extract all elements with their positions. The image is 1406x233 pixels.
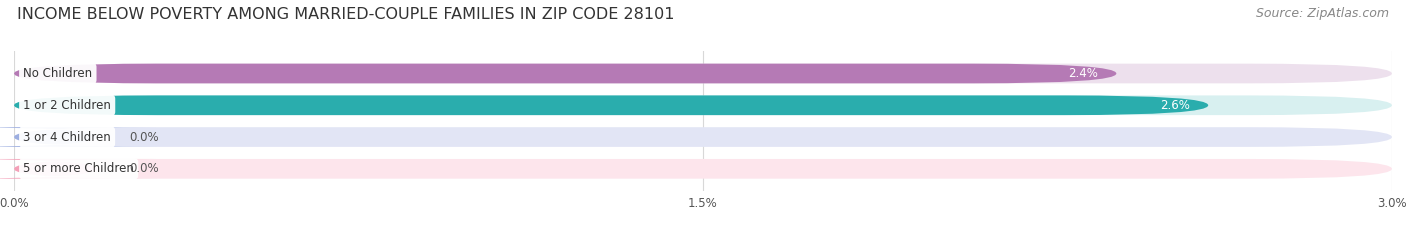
- Text: 1 or 2 Children: 1 or 2 Children: [24, 99, 111, 112]
- Text: 0.0%: 0.0%: [129, 162, 159, 175]
- FancyBboxPatch shape: [14, 96, 1392, 115]
- FancyBboxPatch shape: [0, 127, 156, 147]
- Text: No Children: No Children: [24, 67, 93, 80]
- Text: 5 or more Children: 5 or more Children: [24, 162, 134, 175]
- FancyBboxPatch shape: [14, 96, 1208, 115]
- Text: 3 or 4 Children: 3 or 4 Children: [24, 130, 111, 144]
- Text: 2.4%: 2.4%: [1069, 67, 1098, 80]
- Text: Source: ZipAtlas.com: Source: ZipAtlas.com: [1256, 7, 1389, 20]
- FancyBboxPatch shape: [14, 127, 1392, 147]
- Text: INCOME BELOW POVERTY AMONG MARRIED-COUPLE FAMILIES IN ZIP CODE 28101: INCOME BELOW POVERTY AMONG MARRIED-COUPL…: [17, 7, 675, 22]
- Text: 0.0%: 0.0%: [129, 130, 159, 144]
- FancyBboxPatch shape: [14, 64, 1392, 83]
- FancyBboxPatch shape: [14, 159, 1392, 179]
- Text: 2.6%: 2.6%: [1160, 99, 1189, 112]
- FancyBboxPatch shape: [14, 64, 1116, 83]
- FancyBboxPatch shape: [0, 159, 156, 179]
